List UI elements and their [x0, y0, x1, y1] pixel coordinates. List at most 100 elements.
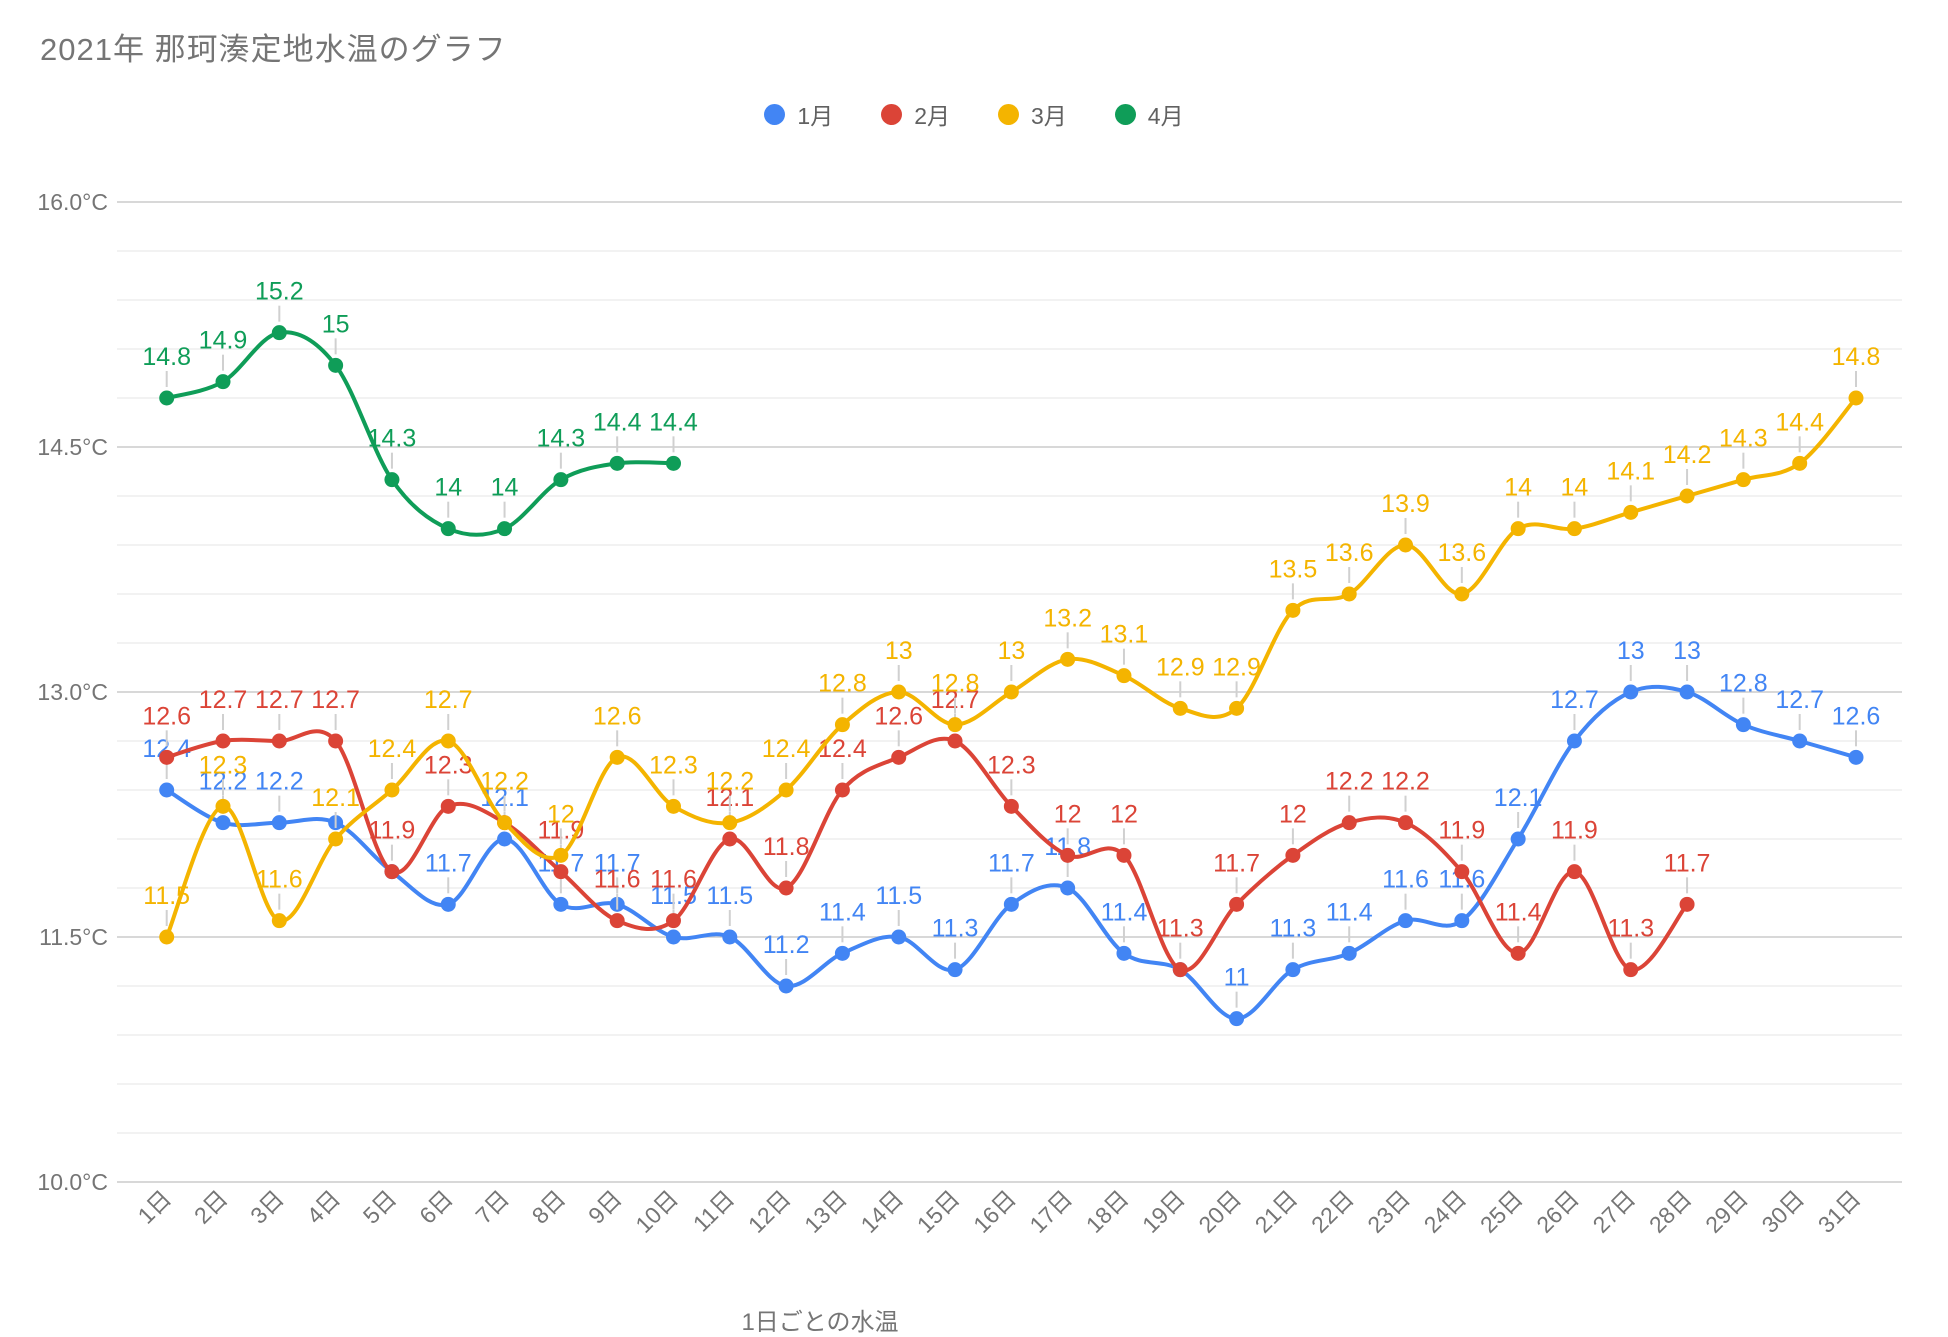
series-2-point-18 — [1116, 668, 1132, 684]
series-0-point-label: 11.4 — [1326, 898, 1373, 926]
series-1-point-9 — [609, 913, 625, 929]
legend-item-1: 2月 — [881, 97, 950, 131]
legend-item-2: 3月 — [998, 97, 1067, 131]
series-0-point-label: 13 — [1673, 637, 1701, 665]
x-tick-label: 24日 — [1419, 1185, 1472, 1238]
series-3-point-1 — [159, 390, 175, 406]
series-2-point-label: 12.1 — [311, 784, 360, 812]
series-3-point-label: 14.4 — [649, 408, 698, 436]
series-line-3 — [164, 330, 676, 537]
series-line-1 — [164, 729, 1690, 973]
x-tick-label: 12日 — [743, 1185, 796, 1238]
x-tick-label: 18日 — [1081, 1185, 1134, 1238]
y-tick-label: 11.5°C — [39, 924, 108, 950]
series-0-point-label: 12.8 — [1719, 670, 1768, 698]
series-0-point-label: 11.3 — [932, 915, 979, 943]
legend: 1月 2月 3月 4月 — [0, 97, 1948, 131]
series-2-point-20 — [1229, 700, 1245, 716]
series-1-point-24 — [1454, 864, 1470, 880]
series-1-point-label: 12.7 — [199, 686, 248, 714]
series-3-point-label: 14 — [434, 474, 462, 502]
series-1-point-label: 12.2 — [1381, 768, 1430, 796]
series-3-point-8 — [553, 472, 569, 488]
series-0-point-label: 11.6 — [1382, 866, 1429, 894]
series-0-point-label: 12.1 — [1494, 784, 1543, 812]
y-tick-label: 13.0°C — [37, 679, 108, 705]
series-3-point-6 — [440, 521, 456, 537]
series-2-point-label: 12.4 — [762, 735, 811, 763]
series-1-point-label: 12.7 — [311, 686, 360, 714]
series-1-point-label: 12.7 — [255, 686, 304, 714]
series-1-point-label: 11.7 — [1664, 849, 1711, 877]
series-2-point-label: 13 — [885, 637, 913, 665]
series-2-point-label: 13.5 — [1269, 555, 1318, 583]
series-0-point-label: 11 — [1224, 964, 1250, 992]
series-2-point-24 — [1454, 586, 1470, 602]
series-0-point-label: 12.7 — [1550, 686, 1599, 714]
legend-dot-icon — [764, 103, 786, 125]
series-3-point-label: 15 — [322, 310, 350, 338]
x-tick-label: 31日 — [1813, 1185, 1866, 1238]
series-2-point-label: 12.3 — [649, 751, 698, 779]
x-tick-label: 3日 — [245, 1185, 289, 1229]
series-2-point-label: 13.1 — [1100, 621, 1149, 649]
series-1-point-label: 11.7 — [1213, 849, 1260, 877]
series-2-point-29 — [1735, 472, 1751, 488]
series-0-point-label: 11.3 — [1269, 915, 1316, 943]
series-0-point-30 — [1792, 733, 1808, 749]
series-1-point-18 — [1116, 847, 1132, 863]
series-1-point-label: 11.9 — [369, 817, 416, 845]
series-1-point-label: 11.3 — [1157, 915, 1204, 943]
series-2-point-label: 14.3 — [1719, 425, 1768, 453]
series-0-point-17 — [1060, 880, 1076, 896]
series-1-point-23 — [1398, 815, 1414, 831]
legend-item-0: 1月 — [764, 97, 833, 131]
series-2-point-3 — [271, 913, 287, 929]
x-tick-label: 1日 — [133, 1185, 177, 1229]
series-2-point-label: 13.9 — [1381, 490, 1430, 518]
series-2-point-17 — [1060, 651, 1076, 667]
x-tick-label: 14日 — [856, 1185, 909, 1238]
series-1-point-22 — [1341, 815, 1357, 831]
series-1-point-25 — [1510, 945, 1526, 961]
series-2-point-label: 12.2 — [705, 768, 754, 796]
series-2-point-12 — [778, 782, 794, 798]
series-1-point-4 — [328, 733, 344, 749]
series-0-point-29 — [1735, 717, 1751, 733]
series-1-point-label: 11.4 — [1495, 898, 1542, 926]
series-0-point-label: 12.7 — [1775, 686, 1824, 714]
series-1-point-19 — [1172, 962, 1188, 978]
series-line-2 — [164, 396, 1858, 939]
series-2-point-19 — [1172, 700, 1188, 716]
series-2-point-2 — [215, 798, 231, 814]
series-0-point-11 — [722, 929, 738, 945]
series-2-point-27 — [1623, 504, 1639, 520]
series-1-point-13 — [834, 782, 850, 798]
series-0-point-31 — [1848, 749, 1864, 765]
series-2-point-label: 14.1 — [1606, 457, 1655, 485]
legend-label: 3月 — [1031, 103, 1067, 129]
series-2-point-label: 12.4 — [368, 735, 417, 763]
series-0-point-8 — [553, 896, 569, 912]
series-0-point-28 — [1679, 684, 1695, 700]
series-2-point-6 — [440, 733, 456, 749]
series-3-point-label: 14.3 — [368, 425, 417, 453]
series-1-point-8 — [553, 864, 569, 880]
series-2-point-label: 11.6 — [256, 866, 303, 894]
series-2-point-label: 12 — [547, 800, 575, 828]
series-0-point-label: 13 — [1617, 637, 1645, 665]
series-0-point-16 — [1003, 896, 1019, 912]
series-1-point-label: 11.8 — [763, 833, 810, 861]
series-1-point-label: 12.2 — [1325, 768, 1374, 796]
series-0-point-label: 11.4 — [1101, 898, 1148, 926]
x-tick-label: 21日 — [1250, 1185, 1303, 1238]
series-0-point-27 — [1623, 684, 1639, 700]
series-2-point-28 — [1679, 488, 1695, 504]
x-tick-label: 8日 — [527, 1185, 571, 1229]
series-0-point-label: 12.2 — [255, 768, 304, 796]
x-tick-label: 11日 — [688, 1185, 740, 1237]
x-tick-label: 30日 — [1756, 1185, 1809, 1238]
x-tick-label: 29日 — [1700, 1185, 1753, 1238]
series-2-point-5 — [384, 782, 400, 798]
